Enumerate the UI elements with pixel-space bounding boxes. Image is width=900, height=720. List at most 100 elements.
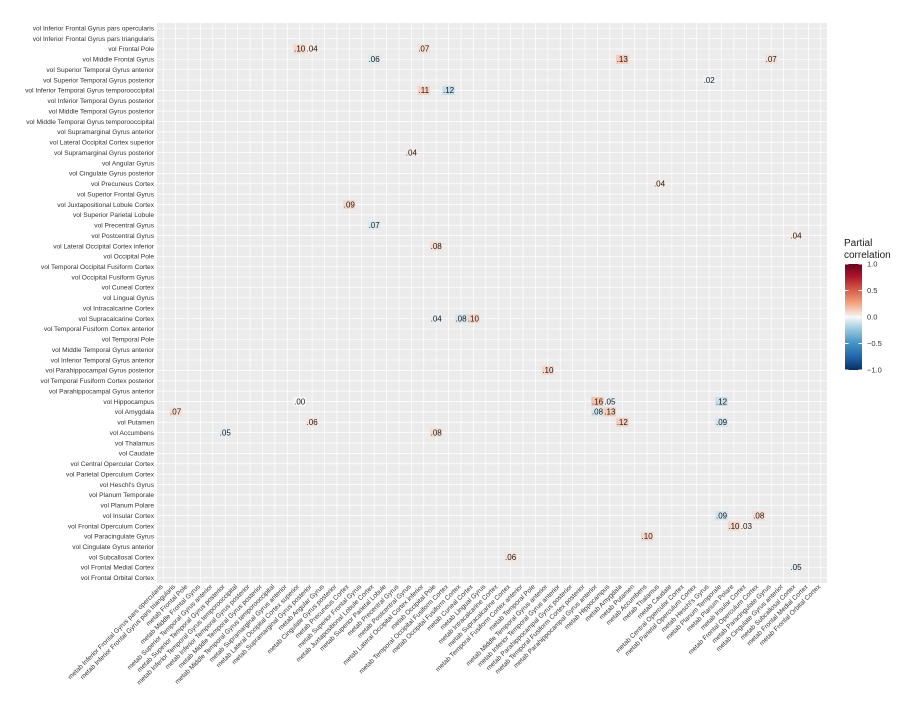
y-tick-label: vol Frontal Pole xyxy=(108,46,154,53)
heatmap-cell-fill xyxy=(752,511,765,521)
y-tick-label: vol Temporal Occipital Fusiform Cortex xyxy=(41,264,155,271)
heatmap-cell: .07 xyxy=(169,407,182,417)
y-tick-label: vol Lateral Occipital Cortex inferior xyxy=(53,243,155,250)
y-tick-label: vol Occipital Pole xyxy=(103,254,154,261)
y-tick-label: vol Frontal Orbital Cortex xyxy=(81,575,155,582)
heatmap-cell: .06 xyxy=(504,552,517,562)
cell-value-label: .00 xyxy=(294,397,306,406)
heatmap-cell: .09 xyxy=(715,511,728,521)
y-tick-label: vol Heschl's Gyrus xyxy=(100,482,155,489)
y-tick-label: vol Planum Temporale xyxy=(89,492,154,499)
heatmap-cell: .12 xyxy=(442,85,455,95)
y-tick-label: vol Postcentral Gyrus xyxy=(91,233,154,240)
y-tick-label: vol Occipital Fusiform Gyrus xyxy=(72,274,155,281)
heatmap-cell: .10 xyxy=(467,313,480,324)
heatmap-cell-fill xyxy=(169,407,182,417)
y-tick-label: vol Superior Parietal Lobule xyxy=(73,212,154,219)
legend-title-line-2: correlation xyxy=(844,250,891,261)
y-tick-label: vol Cuneal Cortex xyxy=(102,285,155,292)
heatmap-cell-fill xyxy=(764,54,778,64)
heatmap-cell-fill xyxy=(417,85,430,95)
y-tick-label: vol Cingulate Gyrus anterior xyxy=(72,544,155,551)
cell-value-label: .06 xyxy=(307,418,319,427)
heatmap-cell-fill xyxy=(429,241,443,251)
y-tick-label: vol Precuneus Cortex xyxy=(91,181,155,188)
heatmap-cell-fill xyxy=(702,75,716,85)
y-tick-label: vol Temporal Pole xyxy=(102,337,155,344)
heatmap-cell: .12 xyxy=(715,396,728,407)
heatmap-cell-fill xyxy=(442,85,455,95)
heatmap-cell: .06 xyxy=(305,417,319,427)
cell-value-label: .04 xyxy=(431,314,443,323)
y-tick-label: vol Cingulate Gyrus posterior xyxy=(69,171,155,178)
heatmap-cell: .13 xyxy=(603,407,617,417)
cell-value-label: .12 xyxy=(443,86,455,95)
heatmap-cell-fill xyxy=(715,396,728,407)
heatmap-cell-fill xyxy=(541,365,555,375)
heatmap-cell: .03 xyxy=(740,521,753,531)
heatmap-cell: .00 xyxy=(293,396,306,406)
legend-title-line-1: Partial xyxy=(844,238,872,249)
legend-tick-label: 0.5 xyxy=(867,286,877,295)
heatmap-cell-fill xyxy=(603,396,617,407)
y-tick-label: vol Middle Frontal Gyrus xyxy=(83,57,155,64)
y-tick-label: vol Intracalcarine Cortex xyxy=(83,305,155,312)
heatmap-cell-fill xyxy=(429,313,443,324)
heatmap-cell-fill xyxy=(367,54,381,64)
heatmap-cell: .04 xyxy=(305,44,319,54)
heatmap-cell-fill xyxy=(715,417,728,427)
heatmap-cell-fill xyxy=(305,44,319,54)
cell-value-label: .08 xyxy=(753,511,765,520)
y-tick-label: vol Middle Temporal Gyrus temporooccipit… xyxy=(26,119,154,126)
heatmap-cell-fill xyxy=(715,511,728,521)
cell-value-label: .08 xyxy=(431,242,443,251)
y-tick-label: vol Paracingulate Gyrus xyxy=(84,534,155,541)
heatmap-cell: .08 xyxy=(752,511,765,521)
y-tick-label: vol Inferior Temporal Gyrus posterior xyxy=(47,98,154,105)
cell-value-label: .13 xyxy=(617,55,629,64)
y-tick-label: vol Precentral Gyrus xyxy=(94,223,154,230)
y-tick-label: vol Supramarginal Gyrus posterior xyxy=(54,150,155,157)
heatmap-cell: .10 xyxy=(640,531,654,541)
x-axis-labels: metab Inferior Frontal Gyrus pars opercu… xyxy=(67,583,823,687)
cell-value-label: .04 xyxy=(307,45,319,54)
heatmap-cell-fill xyxy=(727,521,741,531)
cell-value-label: .03 xyxy=(741,522,753,531)
legend-tick-label: −0.5 xyxy=(867,339,882,348)
heatmap-cell-fill xyxy=(467,313,480,324)
cell-value-label: .12 xyxy=(617,418,629,427)
cell-value-label: .05 xyxy=(790,563,802,572)
heatmap-cell-fill xyxy=(789,562,803,573)
y-tick-label: vol Middle Temporal Gyrus posterior xyxy=(49,108,155,115)
y-tick-label: vol Inferior Frontal Gyrus pars triangul… xyxy=(33,36,155,43)
heatmap-cell: .08 xyxy=(591,407,604,417)
panel-background xyxy=(157,23,827,583)
y-tick-label: vol Putamen xyxy=(117,420,154,427)
heatmap-cell: .04 xyxy=(789,231,803,240)
heatmap-cell: .07 xyxy=(367,220,381,230)
heatmap-cell-fill xyxy=(367,220,381,230)
heatmap-cell-fill xyxy=(591,407,604,417)
legend-tick-label: −1.0 xyxy=(867,366,882,375)
heatmap-cell: .06 xyxy=(367,54,381,64)
heatmap-cell: .08 xyxy=(429,241,443,251)
y-tick-label: vol Subcallosal Cortex xyxy=(89,554,155,561)
heatmap-cell: .04 xyxy=(405,148,418,157)
y-tick-label: vol Superior Temporal Gyrus posterior xyxy=(43,77,155,84)
heatmap-cell: .13 xyxy=(616,54,629,64)
y-tick-label: vol Inferior Temporal Gyrus temporooccip… xyxy=(25,88,154,95)
cell-value-label: .07 xyxy=(369,221,381,230)
cell-value-label: .08 xyxy=(455,314,467,323)
y-tick-label: vol Parietal Operculum Cortex xyxy=(66,471,155,478)
heatmap-cell: .07 xyxy=(764,54,778,64)
heatmap-cell-fill xyxy=(640,531,654,541)
heatmap-cell-fill xyxy=(454,313,468,324)
heatmap-cell-fill xyxy=(219,428,232,438)
legend-tick-label: 0.0 xyxy=(867,313,877,322)
y-tick-label: vol Amygdala xyxy=(115,409,155,416)
heatmap-cell-fill xyxy=(343,199,356,210)
plot-panel xyxy=(157,23,827,583)
heatmap-cell: .04 xyxy=(653,179,666,189)
heatmap-cell-fill xyxy=(305,417,319,427)
